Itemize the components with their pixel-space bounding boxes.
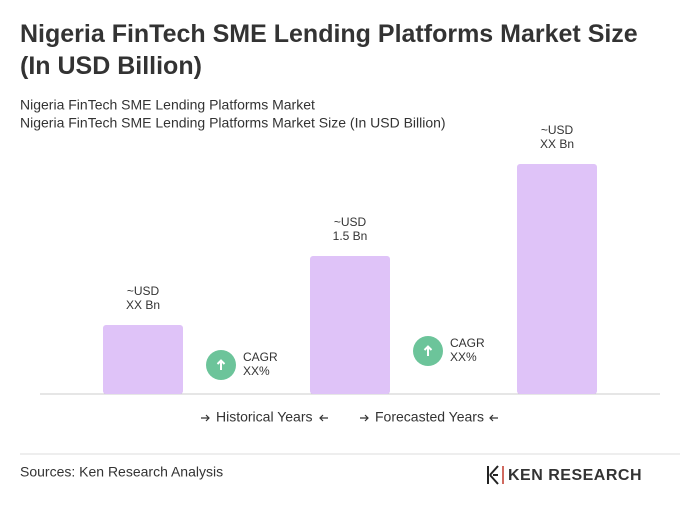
bar: [517, 164, 597, 394]
subtitle: Nigeria FinTech SME Lending Platforms Ma…: [20, 97, 315, 113]
legend-label: Historical Years: [216, 409, 313, 425]
legend-arrows: [201, 414, 498, 422]
logo-text: KEN RESEARCH: [508, 467, 642, 484]
cagr-label: CAGR XX%: [450, 336, 485, 364]
legend-label: Forecasted Years: [375, 409, 484, 425]
source: Sources: Ken Research Analysis: [20, 464, 223, 480]
bar: [310, 256, 390, 394]
chart-title: Nigeria FinTech SME Lending Platforms Ma…: [20, 20, 638, 80]
bar: [103, 325, 183, 394]
cagr-label: CAGR XX%: [243, 350, 278, 378]
subtitle: Nigeria FinTech SME Lending Platforms Ma…: [20, 115, 446, 131]
value-label: ~USD XX Bn: [126, 284, 160, 312]
cagr-arrow: [423, 345, 433, 356]
logo-icon: [487, 465, 504, 485]
value-label: ~USD 1.5 Bn: [333, 215, 368, 243]
cagr-arrow: [216, 359, 226, 370]
value-label: ~USD XX Bn: [540, 123, 574, 151]
